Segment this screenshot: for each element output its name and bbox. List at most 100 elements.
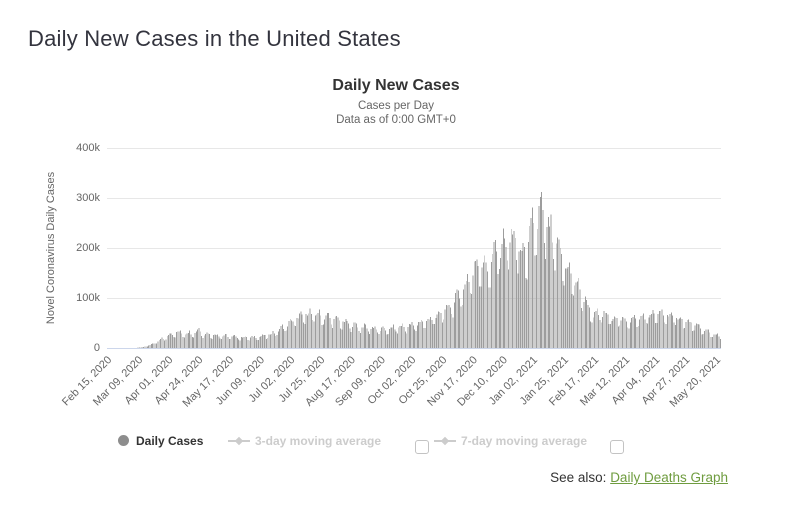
daily-cases-bar [459, 298, 461, 348]
daily-cases-bar [668, 316, 670, 348]
daily-cases-bar [627, 327, 629, 348]
daily-cases-bar [686, 319, 688, 348]
chart-subtitle-data-as-of: Data as of 0:00 GMT+0 [336, 114, 456, 126]
daily-cases-bar [161, 337, 163, 348]
daily-cases-bar [711, 337, 713, 348]
daily-cases-bar [322, 324, 324, 348]
gridline [107, 248, 721, 249]
daily-cases-bar [501, 244, 503, 348]
daily-cases-bar [697, 323, 699, 348]
daily-cases-bar [438, 311, 439, 348]
daily-cases-bar [656, 323, 658, 348]
daily-cases-bar [370, 328, 372, 348]
daily-cases-bar [145, 346, 147, 348]
daily-cases-bar [260, 335, 262, 348]
daily-cases-bar [326, 313, 328, 348]
daily-cases-bar [535, 254, 537, 348]
daily-cases-bar [443, 319, 445, 348]
daily-cases-bar [580, 308, 582, 348]
daily-cases-bar [475, 260, 476, 348]
daily-cases-bar [268, 334, 270, 348]
daily-cases-bar [448, 304, 450, 348]
daily-cases-bar [313, 321, 315, 348]
daily-cases-bar [518, 251, 520, 348]
daily-cases-bar [595, 310, 597, 348]
daily-cases-bar [186, 333, 188, 348]
daily-cases-bar [300, 311, 302, 348]
daily-cases-bar [452, 317, 454, 348]
daily-cases-bar [677, 319, 679, 348]
daily-cases-bar [354, 322, 356, 348]
daily-cases-bar [407, 327, 409, 348]
daily-cases-bar [210, 338, 212, 348]
daily-cases-bar [288, 321, 290, 348]
daily-cases-bar [330, 324, 332, 348]
daily-cases-bar-series[interactable] [107, 148, 721, 348]
daily-cases-bar [230, 339, 232, 348]
daily-cases-bar [232, 335, 234, 348]
daily-cases-bar [185, 334, 187, 348]
daily-cases-bar [694, 325, 696, 348]
daily-cases-bar [344, 322, 345, 348]
daily-cases-bar [522, 242, 524, 348]
daily-cases-bar [154, 343, 156, 348]
daily-cases-bar [140, 347, 142, 348]
daily-cases-bar [215, 334, 217, 348]
daily-cases-bar [606, 312, 607, 348]
daily-cases-bar [314, 315, 316, 348]
daily-cases-bar [537, 229, 539, 348]
daily-cases-bar [169, 333, 171, 348]
daily-cases-bar [307, 315, 308, 348]
daily-cases-bar [357, 327, 359, 348]
daily-cases-bar [639, 319, 641, 348]
legend-item-3-day-moving-average[interactable]: 3-day moving average [255, 434, 382, 448]
daily-cases-bar [666, 315, 668, 348]
daily-cases-bar [385, 330, 386, 348]
daily-cases-bar [264, 335, 266, 348]
daily-cases-bar [685, 322, 687, 348]
daily-cases-bar [476, 259, 478, 348]
daily-cases-bar [550, 214, 552, 348]
daily-cases-bar [604, 313, 606, 348]
daily-cases-bar [219, 338, 221, 348]
daily-cases-bar [349, 328, 351, 348]
daily-cases-bar [320, 315, 322, 348]
daily-cases-bar [681, 319, 683, 348]
daily-cases-bar [644, 319, 646, 348]
chart-plot-area[interactable] [107, 148, 721, 348]
daily-cases-bar [483, 262, 484, 348]
daily-cases-bar [199, 331, 201, 348]
daily-cases-bar [248, 340, 250, 348]
daily-cases-bar [584, 296, 586, 348]
daily-cases-bar [489, 287, 491, 348]
daily-cases-bar [402, 323, 404, 348]
daily-cases-bar [543, 242, 545, 348]
daily-cases-bar [709, 332, 711, 348]
legend-item-daily-cases[interactable]: Daily Cases [136, 434, 204, 448]
daily-cases-bar [243, 337, 245, 348]
seven-day-avg-checkbox[interactable] [610, 440, 624, 454]
daily-cases-bar [158, 339, 160, 348]
daily-cases-bar [718, 336, 720, 348]
daily-cases-bar [389, 329, 390, 348]
daily-cases-bar [571, 293, 573, 348]
daily-cases-bar [174, 337, 176, 348]
daily-cases-bar [600, 322, 602, 348]
daily-cases-bar [614, 316, 615, 348]
daily-cases-bar [157, 341, 159, 348]
daily-cases-bar [530, 217, 532, 348]
daily-cases-bar [661, 309, 663, 348]
three-day-avg-checkbox[interactable] [415, 440, 429, 454]
daily-cases-bar [539, 196, 541, 348]
daily-cases-bar [514, 237, 516, 348]
daily-cases-bar [633, 314, 635, 348]
daily-cases-bar [206, 332, 208, 348]
daily-deaths-graph-link[interactable]: Daily Deaths Graph [610, 470, 728, 485]
daily-cases-bar [625, 321, 627, 348]
daily-cases-bar [531, 207, 533, 348]
legend-item-7-day-moving-average[interactable]: 7-day moving average [461, 434, 588, 448]
daily-cases-bar [308, 313, 310, 348]
chart-subtitle-cases-per-day: Cases per Day [357, 100, 435, 112]
daily-cases-bar [272, 331, 274, 348]
daily-cases-bar [239, 340, 241, 348]
